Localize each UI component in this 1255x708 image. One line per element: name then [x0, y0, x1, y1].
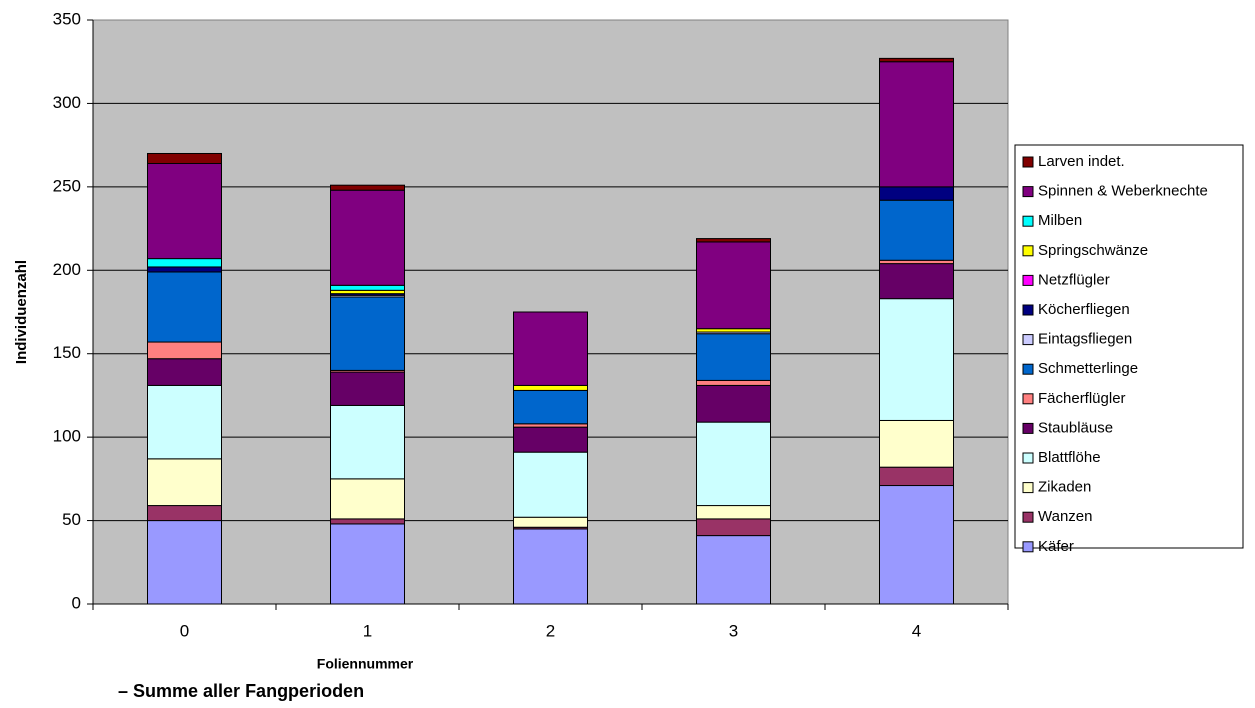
bar-segment: [147, 384, 222, 460]
bar-segment: [147, 341, 222, 360]
legend-swatch: [1022, 482, 1034, 494]
bar-segment: [330, 184, 405, 191]
bar-segment: [696, 518, 771, 537]
legend-label: Spinnen & Weberknechte: [1038, 183, 1208, 200]
bar-segment: [696, 384, 771, 423]
legend-swatch: [1022, 452, 1034, 464]
bar-segment: [330, 371, 405, 406]
bar-segment: [147, 358, 222, 386]
y-tick-label: 300: [53, 93, 81, 112]
legend-label: Käfer: [1038, 538, 1074, 555]
legend-swatch: [1022, 511, 1034, 523]
bar-segment: [696, 505, 771, 520]
bar-segment: [147, 520, 222, 605]
x-tick-label: 3: [729, 621, 738, 640]
bar-segment: [147, 271, 222, 343]
bar-segment: [513, 384, 588, 391]
legend-swatch: [1022, 215, 1034, 227]
bar-segment: [147, 162, 222, 260]
legend-box: [1014, 144, 1244, 549]
legend-label: Larven indet.: [1038, 153, 1125, 170]
x-tick-label: 1: [363, 621, 372, 640]
bar-segment: [879, 419, 954, 468]
bar-segment: [330, 478, 405, 520]
legend-swatch: [1022, 304, 1034, 316]
bar-segment: [147, 258, 222, 268]
legend-label: Eintagsfliegen: [1038, 331, 1132, 348]
legend-swatch: [1022, 334, 1034, 346]
bar-segment: [696, 241, 771, 330]
bar-segment: [513, 423, 588, 428]
bar-segment: [879, 263, 954, 300]
bar-segment: [696, 379, 771, 386]
bar-segment: [879, 485, 954, 605]
bar-segment: [879, 259, 954, 265]
y-tick-label: 350: [53, 9, 81, 28]
x-tick-label: 0: [180, 621, 189, 640]
bar-segment: [696, 328, 771, 333]
legend-label: Netzflügler: [1038, 271, 1110, 288]
bar-segment: [879, 61, 954, 188]
bar-segment: [147, 458, 222, 507]
y-tick-label: 50: [62, 510, 81, 529]
legend-label: Köcherfliegen: [1038, 301, 1130, 318]
bar-segment: [330, 289, 405, 295]
bar-segment: [330, 284, 405, 291]
legend-label: Zikaden: [1038, 479, 1091, 496]
legend-swatch: [1022, 156, 1034, 168]
legend-label: Blattflöhe: [1038, 449, 1101, 466]
legend-label: Milben: [1038, 212, 1082, 229]
bar-segment: [330, 518, 405, 525]
bar-segment: [696, 535, 771, 605]
x-tick-label: 4: [912, 621, 921, 640]
y-tick-label: 0: [72, 593, 81, 612]
y-tick-label: 200: [53, 260, 81, 279]
y-tick-label: 150: [53, 343, 81, 362]
legend-label: Staubläuse: [1038, 419, 1113, 436]
bar-segment: [879, 186, 954, 201]
bar-segment: [330, 296, 405, 371]
bar-segment: [696, 333, 771, 381]
bar-segment: [879, 57, 954, 63]
y-tick-label: 250: [53, 176, 81, 195]
bar-segment: [147, 152, 222, 164]
bar-segment: [330, 404, 405, 480]
bar-segment: [513, 451, 588, 518]
legend-swatch: [1022, 274, 1034, 286]
bar-segment: [513, 528, 588, 605]
legend-swatch: [1022, 186, 1034, 198]
legend-swatch: [1022, 422, 1034, 434]
bar-segment: [513, 311, 588, 386]
bar-segment: [879, 298, 954, 421]
legend-swatch: [1022, 363, 1034, 375]
legend-label: Springschwänze: [1038, 242, 1148, 259]
legend-label: Wanzen: [1038, 508, 1092, 525]
bar-segment: [513, 389, 588, 425]
bar-segment: [696, 421, 771, 507]
bar-segment: [513, 426, 588, 453]
subtitle: – Summe aller Fangperioden: [118, 681, 364, 701]
bar-segment: [696, 238, 771, 243]
x-tick-label: 2: [546, 621, 555, 640]
bar-segment: [147, 266, 222, 273]
bar-segment: [330, 189, 405, 286]
bar-segment: [879, 199, 954, 261]
x-axis-title: Foliennummer: [317, 656, 414, 672]
bar-segment: [513, 516, 588, 528]
bar-segment: [147, 505, 222, 522]
bar-segment: [330, 523, 405, 605]
y-axis-title: Individuenzahl: [13, 260, 30, 364]
bar-segment: [879, 466, 954, 487]
legend-label: Fächerflügler: [1038, 390, 1126, 407]
legend-swatch: [1022, 245, 1034, 257]
y-tick-label: 100: [53, 427, 81, 446]
legend-swatch: [1022, 541, 1034, 553]
legend-swatch: [1022, 393, 1034, 405]
legend-label: Schmetterlinge: [1038, 360, 1138, 377]
